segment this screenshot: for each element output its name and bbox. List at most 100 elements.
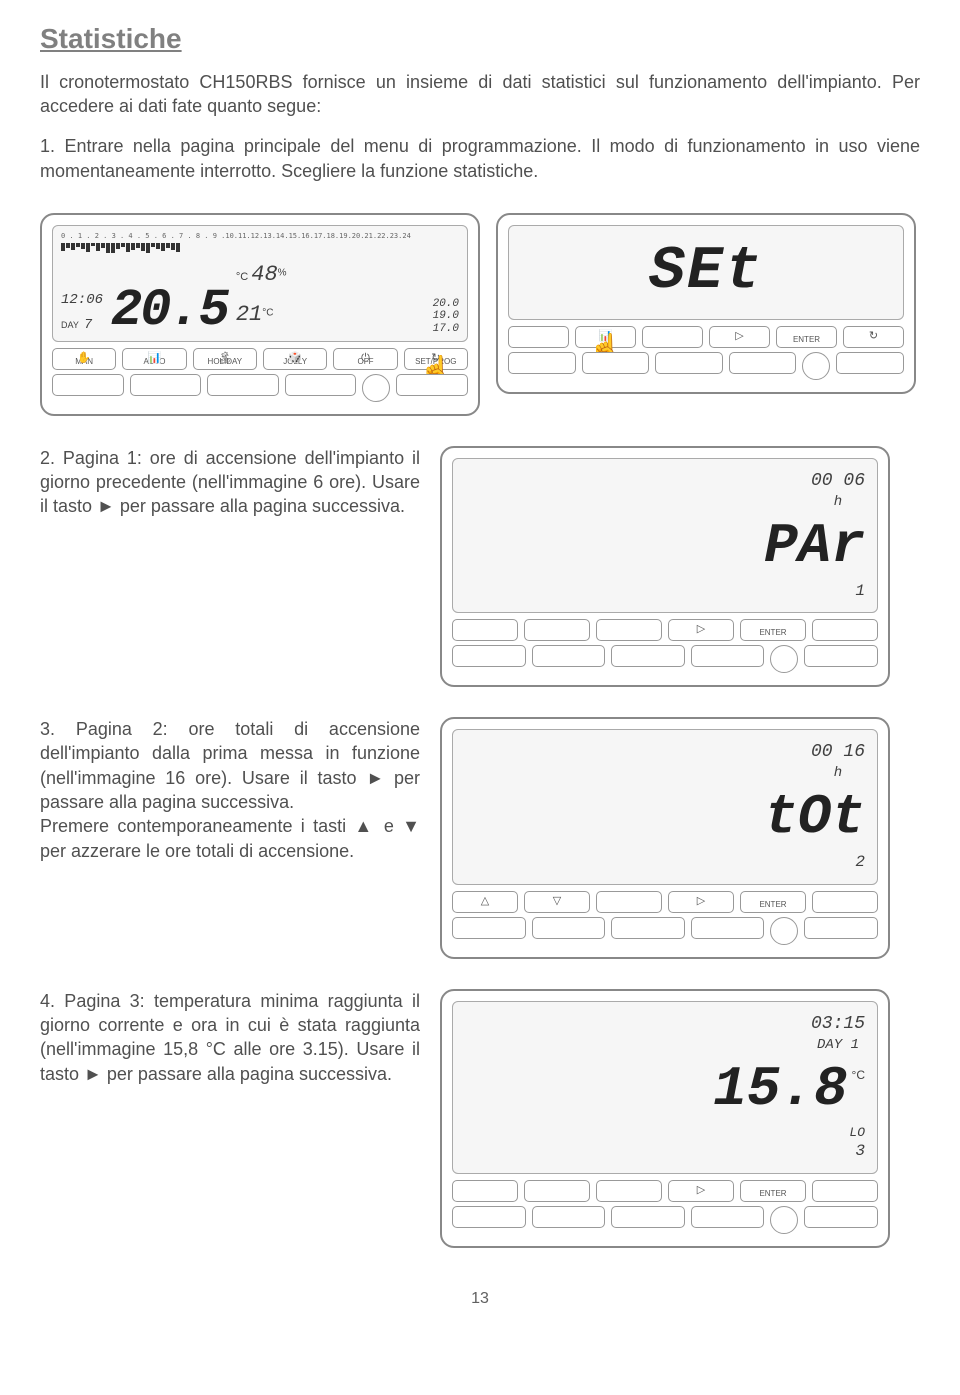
btn-blank[interactable]: [532, 1206, 606, 1228]
lcd-side-temps: 20.0 19.0 17.0: [433, 298, 459, 334]
intro-paragraph: Il cronotermostato CH150RBS fornisce un …: [40, 70, 920, 119]
btn-blank[interactable]: [812, 619, 878, 641]
btn-off[interactable]: ⏻OFF: [333, 348, 397, 370]
btn-blank[interactable]: [508, 326, 569, 348]
button-row-top: ✋MAN 📊AUTO 🏝HOLIDAY 🎲JOLLY ⏻OFF ↻SET/PRO…: [52, 348, 468, 370]
btn-blank[interactable]: [611, 1206, 685, 1228]
lcd-temp-min: 15.8: [713, 1067, 847, 1112]
button-row-bottom: [508, 352, 904, 380]
btn-jolly[interactable]: 🎲JOLLY: [263, 348, 327, 370]
btn-blank[interactable]: [611, 645, 685, 667]
btn-blank[interactable]: [130, 374, 202, 396]
btn-enter[interactable]: ENTER: [740, 891, 806, 913]
btn-blank[interactable]: [452, 619, 518, 641]
btn-blank[interactable]: [655, 352, 723, 374]
btn-round[interactable]: [770, 1206, 798, 1234]
device-page2: 00 16 h tOt 2 △ ▽ ▷ ENTER: [440, 717, 890, 959]
btn-blank[interactable]: [596, 891, 662, 913]
btn-next[interactable]: ▷: [709, 326, 770, 348]
lcd-time-min: 03:15: [811, 1012, 865, 1036]
device-page3: 03:15 DAY 1 15.8 °C LO 3 ▷ ENTER: [440, 989, 890, 1248]
btn-enter[interactable]: ENTER: [740, 619, 806, 641]
btn-next[interactable]: ▷: [668, 1180, 734, 1202]
btn-blank[interactable]: [729, 352, 797, 374]
button-row-bottom: [52, 374, 468, 402]
btn-round[interactable]: [362, 374, 390, 402]
lcd-ruler: 0 . 1 . 2 . 3 . 4 . 5 . 6 . 7 . 8 . 9 .1…: [61, 232, 459, 241]
btn-round[interactable]: [802, 352, 830, 380]
btn-blank[interactable]: [836, 352, 904, 374]
lcd-page2: 00 16 h tOt 2: [452, 729, 878, 885]
btn-setprog[interactable]: ↻SET/PROG☝: [404, 348, 468, 370]
button-row-top: ▷ ENTER: [452, 619, 878, 641]
btn-blank[interactable]: [691, 645, 765, 667]
button-row-top: 📊☝ ▷ ENTER ↻: [508, 326, 904, 348]
btn-blank[interactable]: [812, 891, 878, 913]
lcd-page1: 00 06 h PAr 1: [452, 458, 878, 614]
btn-next[interactable]: ▷: [668, 891, 734, 913]
btn-down[interactable]: ▽: [524, 891, 590, 913]
btn-auto[interactable]: 📊AUTO: [122, 348, 186, 370]
btn-blank[interactable]: [452, 1180, 518, 1202]
button-row-top: △ ▽ ▷ ENTER: [452, 891, 878, 913]
btn-blank[interactable]: [596, 1180, 662, 1202]
btn-blank[interactable]: [691, 1206, 765, 1228]
btn-blank[interactable]: [691, 917, 765, 939]
btn-blank[interactable]: [508, 352, 576, 374]
btn-blank[interactable]: [642, 326, 703, 348]
btn-next[interactable]: ▷: [668, 619, 734, 641]
btn-blank[interactable]: [582, 352, 650, 374]
lcd-bar-graph: [61, 243, 459, 253]
btn-blank[interactable]: [596, 619, 662, 641]
lcd-par-label: PAr: [764, 524, 865, 569]
lcd-set-unit: °C: [262, 307, 273, 318]
btn-enter[interactable]: ENTER: [740, 1180, 806, 1202]
lcd-hours-total: 00 16: [811, 740, 865, 764]
btn-blank[interactable]: [804, 917, 878, 939]
btn-blank[interactable]: [52, 374, 124, 396]
btn-up[interactable]: △: [452, 891, 518, 913]
device-page1: 00 06 h PAr 1 ▷ ENTER: [440, 446, 890, 688]
device-set-screen: SEt 📊☝ ▷ ENTER ↻: [496, 213, 916, 394]
btn-holiday[interactable]: 🏝HOLIDAY: [193, 348, 257, 370]
btn-blank[interactable]: [611, 917, 685, 939]
play-icon: ▷: [697, 1183, 705, 1198]
btn-blank[interactable]: [524, 619, 590, 641]
btn-blank[interactable]: [452, 1206, 526, 1228]
lcd-temp-unit: °C: [852, 1067, 865, 1083]
btn-blank[interactable]: [532, 917, 606, 939]
hand-icon: ✋: [77, 351, 91, 366]
device-main-screen: 0 . 1 . 2 . 3 . 4 . 5 . 6 . 7 . 8 . 9 .1…: [40, 213, 480, 416]
step2-text: 2. Pagina 1: ore di accensione dell'impi…: [40, 446, 420, 519]
btn-cycle[interactable]: ↻: [843, 326, 904, 348]
page-number: 13: [40, 1288, 920, 1310]
step3-text: 3. Pagina 2: ore totali di accensione de…: [40, 717, 420, 863]
btn-blank[interactable]: [812, 1180, 878, 1202]
btn-blank[interactable]: [532, 645, 606, 667]
power-icon: ⏻: [361, 351, 370, 366]
btn-stats[interactable]: 📊☝: [575, 326, 636, 348]
lcd-unit-c: °C: [236, 271, 248, 283]
btn-blank[interactable]: [207, 374, 279, 396]
btn-blank[interactable]: [396, 374, 468, 396]
btn-blank[interactable]: [285, 374, 357, 396]
lcd-set-temp: 21: [236, 302, 262, 327]
triangle-up-icon: △: [481, 894, 489, 909]
btn-blank[interactable]: [452, 645, 526, 667]
btn-round[interactable]: [770, 917, 798, 945]
lcd-page3: 03:15 DAY 1 15.8 °C LO 3: [452, 1001, 878, 1174]
btn-man[interactable]: ✋MAN: [52, 348, 116, 370]
lcd-hours-unit: h: [811, 764, 865, 783]
cycle-icon: ↻: [869, 329, 878, 344]
lcd-clock: 12:06: [61, 291, 103, 310]
btn-enter[interactable]: ENTER: [776, 326, 837, 348]
btn-blank[interactable]: [524, 1180, 590, 1202]
btn-blank[interactable]: [804, 1206, 878, 1228]
btn-round[interactable]: [770, 645, 798, 673]
btn-blank[interactable]: [452, 917, 526, 939]
lcd-main: 0 . 1 . 2 . 3 . 4 . 5 . 6 . 7 . 8 . 9 .1…: [52, 225, 468, 342]
lcd-day-num: 7: [84, 317, 92, 333]
btn-blank[interactable]: [804, 645, 878, 667]
chart-icon: 📊: [148, 351, 162, 366]
lcd-page-num: 1: [855, 581, 865, 603]
